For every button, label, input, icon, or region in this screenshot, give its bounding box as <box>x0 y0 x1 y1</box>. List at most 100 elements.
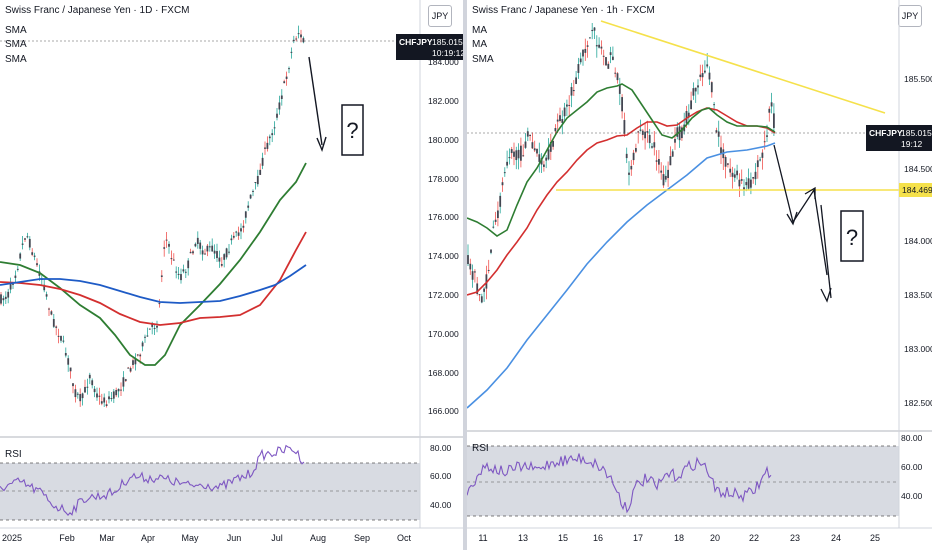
price-axis[interactable]: 184.000 182.000 180.000 178.000 176.000 174.0… <box>428 57 459 416</box>
candle-body <box>247 205 250 208</box>
candle-body <box>517 149 520 159</box>
candle-body <box>21 243 24 245</box>
candle-body <box>572 89 575 92</box>
candle-body <box>86 386 89 388</box>
right-chart-canvas[interactable]: ? 185.500184.500184.000183.500183.000182… <box>467 0 932 550</box>
candle-body <box>156 326 158 328</box>
candle-body <box>476 283 479 295</box>
candle-body <box>50 311 53 315</box>
candle-body <box>74 389 77 398</box>
candle-body <box>662 174 665 186</box>
candle-body <box>67 358 70 365</box>
candle-body <box>112 391 115 399</box>
price-axis-label: 185.500 <box>904 74 932 84</box>
candle-body <box>533 148 536 151</box>
indicator-label-sma-1[interactable]: SMA <box>5 25 27 36</box>
candle-body <box>117 388 120 392</box>
candle-body <box>122 377 125 387</box>
candle-body <box>223 254 226 260</box>
right-chart-panel[interactable]: Swiss Franc / Japanese Yen · 1h · FXCM M… <box>467 0 932 550</box>
candle-body <box>628 172 630 175</box>
candle-body <box>549 141 552 152</box>
candle-body <box>524 141 527 148</box>
price-tag-countdown: 10:19:12 <box>432 48 463 58</box>
candle-body <box>653 142 656 148</box>
candle-body <box>497 210 499 219</box>
candle-body <box>288 68 290 70</box>
chart-title: Swiss Franc / Japanese Yen · 1D · FXCM <box>5 5 190 16</box>
candle-body <box>93 388 96 393</box>
candle-body <box>211 245 214 252</box>
candle-body <box>230 238 233 241</box>
candle-body <box>598 44 600 48</box>
sma-line-red <box>0 231 307 326</box>
candle-body <box>589 37 591 39</box>
price-tag <box>866 125 932 151</box>
rsi-axis-label: 60.00 <box>430 471 452 481</box>
candle-body <box>79 394 82 402</box>
candle-body <box>724 157 727 167</box>
candle-body <box>254 182 257 184</box>
candle-body <box>671 151 674 157</box>
candle-body <box>641 130 644 135</box>
price-axis-label: 168.000 <box>428 368 459 378</box>
candle-body <box>490 249 492 253</box>
candle-body <box>752 176 755 179</box>
candle-body <box>607 63 610 69</box>
price-axis[interactable]: 185.500 184.500 184.000 183.500 183.000 182.5… <box>904 74 932 408</box>
candle-body <box>213 250 216 254</box>
indicator-label-sma-3[interactable]: SMA <box>472 54 494 65</box>
rsi-line <box>467 453 772 514</box>
time-axis[interactable]: 11 13 15 16 17 18 20 22 23 24 25 <box>478 533 880 543</box>
candle-body <box>201 250 204 255</box>
candle-body <box>743 187 745 190</box>
candle-body <box>568 104 571 106</box>
forecast-path <box>773 144 828 276</box>
price-axis-label: 172.000 <box>428 290 459 300</box>
forecast-arrowhead-2 <box>804 186 816 199</box>
candle-body <box>175 271 178 273</box>
candle-body <box>153 328 156 330</box>
candle-body <box>508 157 511 159</box>
candle-body <box>180 274 182 281</box>
candle-body <box>139 354 142 357</box>
price-axis-label: 166.000 <box>428 406 459 416</box>
candle-body <box>706 64 709 67</box>
candle-body <box>467 255 469 265</box>
indicator-label-sma-2[interactable]: SMA <box>5 39 27 50</box>
candle-body <box>513 151 515 157</box>
candle-body <box>595 45 598 47</box>
indicator-label-sma-3[interactable]: SMA <box>5 54 27 65</box>
price-tag <box>396 34 463 60</box>
candle-body <box>761 152 764 158</box>
forecast-arrowhead-1 <box>786 211 798 226</box>
rsi-band <box>467 446 899 516</box>
candle-body <box>26 236 29 238</box>
candle-body <box>91 380 94 386</box>
price-tag-symbol: CHFJPY <box>869 128 903 138</box>
candle-body <box>747 178 750 189</box>
price-tag-price: 185.015 <box>432 37 463 47</box>
ma-line-red <box>467 107 776 296</box>
indicator-label-ma-1[interactable]: MA <box>472 25 487 36</box>
panel-divider[interactable] <box>463 0 467 550</box>
candle-body <box>204 253 206 255</box>
time-axis[interactable]: 2025 Feb Mar Apr May Jun Jul Aug Sep Oct <box>2 533 412 543</box>
candle-body <box>52 319 55 327</box>
candle-body <box>632 152 635 161</box>
left-chart-canvas[interactable]: 184.000 182.000 180.000 178.000 176.000 174.0… <box>0 0 463 550</box>
candle-body <box>24 238 26 240</box>
left-chart-panel[interactable]: Swiss Franc / Japanese Yen · 1D · FXCM S… <box>0 0 463 550</box>
candle-body <box>100 401 103 404</box>
price-axis-label: 184.000 <box>904 236 932 246</box>
indicator-label-ma-2[interactable]: MA <box>472 39 487 50</box>
forecast-arrowhead-3 <box>820 287 832 303</box>
candle-body <box>196 237 199 244</box>
rsi-axis: 80.00 60.00 40.00 <box>430 443 452 510</box>
currency-button[interactable]: JPY <box>428 5 452 27</box>
candle-body <box>667 169 669 179</box>
candle-body <box>124 379 127 381</box>
candle-body <box>720 147 722 154</box>
candle-body <box>669 156 672 166</box>
candle-body <box>108 396 110 400</box>
